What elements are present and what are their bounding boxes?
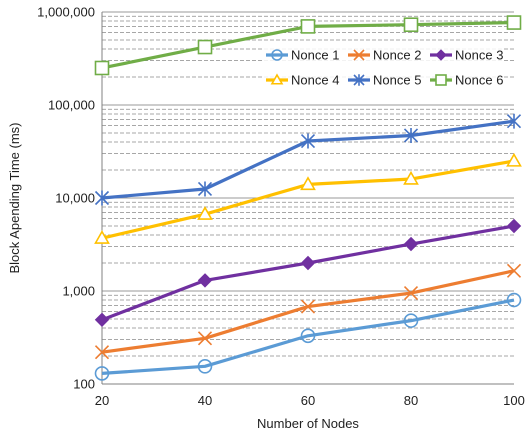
data-point [94,230,110,244]
y-tick-label: 10,000 [55,191,95,206]
x-tick-label: 40 [198,393,212,408]
data-point [94,60,110,76]
series-6 [94,15,522,76]
data-point [403,236,419,252]
series-3 [94,218,522,328]
legend-label: Nonce 4 [291,73,339,88]
y-tick-label: 100 [73,377,95,392]
legend-entry: Nonce 3 [430,48,503,63]
series-line [101,298,515,375]
series-4 [94,152,522,244]
legend-label: Nonce 3 [455,48,503,63]
data-point [197,331,213,346]
legend-label: Nonce 1 [291,48,339,63]
data-point [197,273,213,288]
data-point [94,366,110,381]
data-point [197,206,213,220]
data-point [506,263,522,278]
data-point [197,181,213,197]
series-5 [94,113,522,206]
x-tick-label: 60 [301,393,315,408]
x-tick-label: 20 [95,393,109,408]
data-point [300,176,316,191]
data-point [506,292,522,308]
legend-marker [435,49,447,61]
legend-marker [271,49,283,61]
data-point [300,328,316,344]
data-point [94,345,110,360]
y-tick-labels: 100 1,000 10,000 100,000 1,000,000 [37,5,95,392]
legend-label: Nonce 5 [373,73,421,88]
data-point [403,170,419,185]
legend-marker [270,73,284,85]
legend-label: Nonce 6 [455,73,503,88]
legend-marker [353,49,365,61]
data-point [94,190,110,206]
data-series [94,15,522,381]
data-point [94,312,110,328]
data-point [403,128,419,143]
legend-entry: Nonce 1 [266,48,339,63]
legend-marker [353,74,365,86]
data-point [506,15,522,30]
data-point [506,113,522,129]
series-line [101,159,515,240]
x-axis-title: Number of Nodes [257,416,359,431]
data-point [300,255,316,271]
legend-entry: Nonce 2 [348,48,421,63]
series-2 [94,263,522,360]
x-tick-label: 100 [503,393,525,408]
x-tick-labels: 20 40 60 80 100 [95,393,525,408]
data-point [403,17,419,33]
y-axis-title: Block Apending Time (ms) [7,122,22,273]
legend-marker [435,74,447,86]
y-tick-label: 1,000,000 [37,5,95,20]
data-point [506,152,522,167]
x-tick-label: 80 [404,393,418,408]
data-point [506,218,522,234]
data-point [300,299,316,314]
series-1 [94,292,522,381]
data-point [300,133,316,149]
legend-entry: Nonce 5 [348,73,421,88]
legend-entry: Nonce 4 [266,73,339,88]
data-point [300,19,316,34]
data-point [197,39,213,55]
data-point [403,313,419,328]
data-point [197,358,213,374]
legend-label: Nonce 2 [373,48,421,63]
y-tick-label: 100,000 [48,98,95,113]
data-point [403,286,419,301]
legend-background [262,42,502,88]
legend-entry: Nonce 6 [430,73,503,88]
y-tick-label: 1,000 [62,284,95,299]
legend: Nonce 1 Nonce 2 Nonce 3 Nonce 4 Nonce 5 Nonce… [262,42,503,88]
